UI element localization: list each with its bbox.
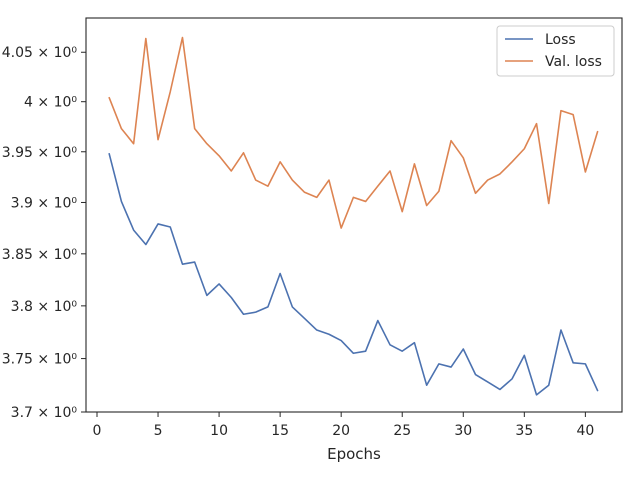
series-line-loss — [108, 152, 599, 396]
x-tick-label: 10 — [210, 423, 228, 439]
y-tick-label: 3.95 × 10⁰ — [2, 145, 78, 161]
y-tick-label: 4 × 10⁰ — [24, 95, 77, 111]
y-tick-label: 4.05 × 10⁰ — [2, 45, 78, 61]
x-tick-label: 25 — [393, 423, 411, 439]
y-axis-ticks: 3.7 × 10⁰ 3.75 × 10⁰ 3.8 × 10⁰ 3.85 × 10⁰ 3.… — [2, 45, 86, 421]
y-tick-label: 3.9 × 10⁰ — [11, 195, 78, 211]
y-tick-label: 3.85 × 10⁰ — [2, 247, 78, 263]
series-layer — [108, 36, 599, 396]
x-tick-label: 5 — [154, 423, 163, 439]
series-line-val-loss — [108, 36, 599, 229]
legend: Loss Val. loss — [496, 25, 615, 77]
plot-area-frame — [85, 17, 623, 413]
x-axis-label: Epochs — [327, 445, 381, 463]
x-tick-label: 0 — [93, 423, 102, 439]
x-tick-label: 40 — [576, 423, 594, 439]
x-axis-ticks: 0 5 10 15 20 25 30 35 40 — [93, 412, 594, 439]
x-tick-label: 15 — [271, 423, 289, 439]
x-tick-label: 30 — [454, 423, 472, 439]
legend-label: Loss — [545, 32, 576, 48]
legend-label: Val. loss — [545, 54, 602, 70]
y-tick-label: 3.7 × 10⁰ — [11, 405, 78, 421]
x-tick-label: 20 — [332, 423, 350, 439]
x-tick-label: 35 — [515, 423, 533, 439]
y-tick-label: 3.75 × 10⁰ — [2, 352, 78, 368]
y-tick-label: 3.8 × 10⁰ — [11, 299, 78, 315]
